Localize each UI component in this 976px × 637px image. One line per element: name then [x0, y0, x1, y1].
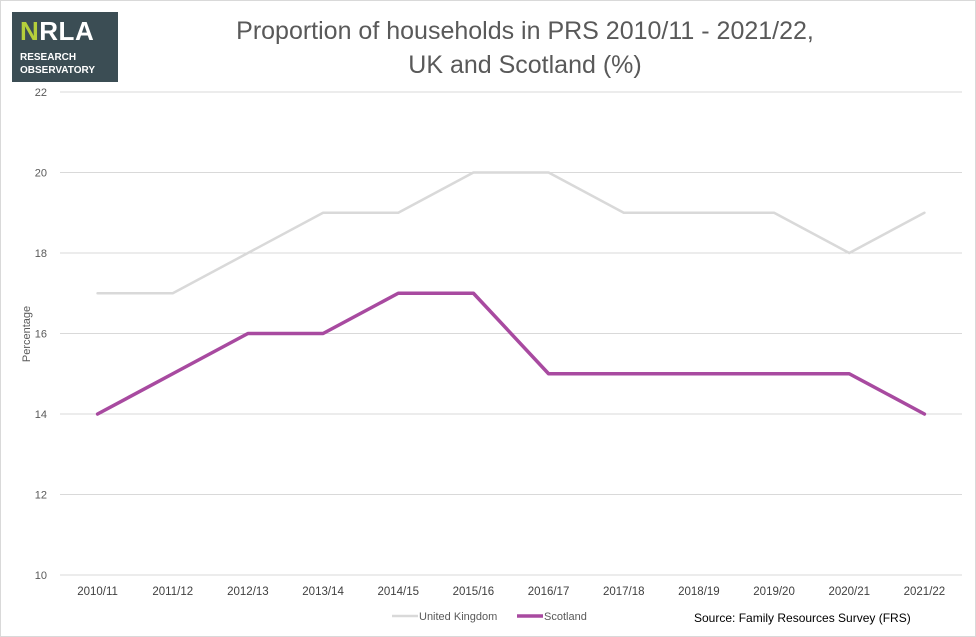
- logo-line-research: RESEARCH: [20, 52, 77, 63]
- y-axis-label: Percentage: [21, 306, 33, 362]
- legend-label: Scotland: [544, 611, 587, 623]
- y-tick-label: 16: [35, 329, 47, 341]
- chart-title-line1: Proportion of households in PRS 2010/11 …: [236, 17, 814, 45]
- series-line-united-kingdom: [96, 171, 926, 295]
- series-lines: [95, 171, 927, 416]
- source-note: Source: Family Resources Survey (FRS): [694, 611, 911, 625]
- x-tick-label: 2018/19: [678, 586, 720, 598]
- y-tick-label: 20: [35, 168, 47, 180]
- x-tick-label: 2015/16: [453, 586, 495, 598]
- y-tick-labels: 10 12 14 16 18 20 22: [35, 87, 47, 582]
- x-tick-labels: 2010/11 2011/12 2012/13 2013/14 2014/15 2015/…: [77, 586, 945, 598]
- x-tick-label: 2013/14: [302, 586, 344, 598]
- x-tick-label: 2017/18: [603, 586, 645, 598]
- legend-label: United Kingdom: [419, 611, 497, 623]
- logo-line-observatory: OBSERVATORY: [20, 65, 96, 76]
- x-tick-label: 2014/15: [377, 586, 419, 598]
- logo-mark: NRLA: [20, 16, 95, 46]
- y-tick-label: 18: [35, 248, 47, 260]
- nrla-logo: NRLA RESEARCH OBSERVATORY: [12, 12, 118, 82]
- chart-title-line2: UK and Scotland (%): [408, 51, 642, 79]
- x-tick-label: 2019/20: [753, 586, 795, 598]
- y-tick-label: 10: [35, 570, 47, 582]
- x-tick-label: 2016/17: [528, 586, 570, 598]
- series-line-scotland: [95, 291, 927, 416]
- x-tick-label: 2012/13: [227, 586, 269, 598]
- x-tick-label: 2021/22: [904, 586, 946, 598]
- y-tick-label: 14: [35, 409, 47, 421]
- x-tick-label: 2020/21: [828, 586, 870, 598]
- legend: United Kingdom Scotland: [392, 611, 587, 623]
- y-tick-label: 12: [35, 490, 47, 502]
- y-tick-label: 22: [35, 87, 47, 99]
- x-tick-label: 2010/11: [77, 586, 118, 598]
- x-tick-label: 2011/12: [152, 586, 193, 598]
